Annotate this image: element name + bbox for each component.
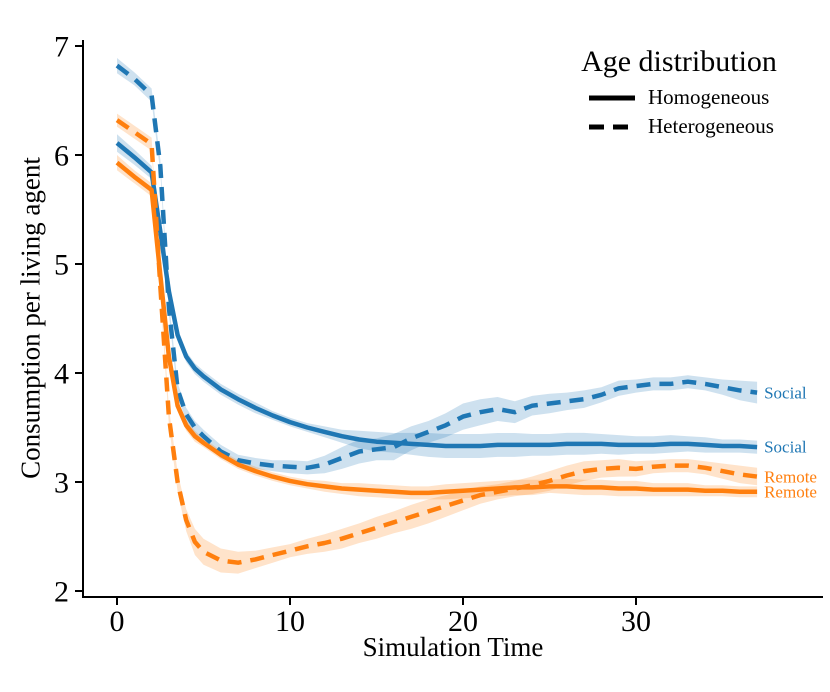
y-tick-label: 2	[54, 576, 69, 609]
legend-entry-homogeneous: Homogeneous	[589, 83, 813, 112]
legend: Age distribution Homogeneous Heterogeneo…	[545, 44, 813, 141]
y-tick-label: 6	[54, 140, 69, 173]
legend-entry-heterogeneous: Heterogeneous	[589, 112, 813, 141]
series-line	[115, 141, 758, 450]
x-tick-label: 30	[621, 605, 651, 638]
x-tick-label: 20	[448, 605, 478, 638]
y-tick-label: 7	[54, 31, 69, 64]
y-tick-label: 3	[54, 467, 69, 500]
series-line	[115, 63, 758, 471]
legend-title: Age distribution	[581, 45, 777, 78]
end-label-social-homogeneous: Social	[764, 437, 807, 457]
dashed-line-icon	[589, 124, 635, 129]
end-label-social-heterogeneous: Social	[764, 383, 807, 403]
x-tick-label: 10	[275, 605, 305, 638]
series-line	[115, 118, 758, 565]
end-label-remote-heterogeneous: Remote	[764, 467, 817, 487]
series-line	[115, 160, 758, 496]
end-label-remote-homogeneous: Remote	[764, 482, 817, 502]
y-tick-label: 4	[54, 358, 69, 391]
confidence-band	[117, 113, 758, 574]
x-axis-label: Simulation Time	[362, 632, 544, 662]
x-tick-label: 0	[110, 605, 125, 638]
legend-entry-label: Heterogeneous	[648, 114, 774, 138]
solid-line-icon	[589, 95, 635, 100]
y-tick-label: 5	[54, 249, 69, 282]
legend-entry-label: Homogeneous	[648, 85, 770, 109]
y-axis-label: Consumption per living agent	[15, 157, 46, 479]
axis-spines	[82, 40, 823, 598]
confidence-band	[117, 134, 758, 459]
